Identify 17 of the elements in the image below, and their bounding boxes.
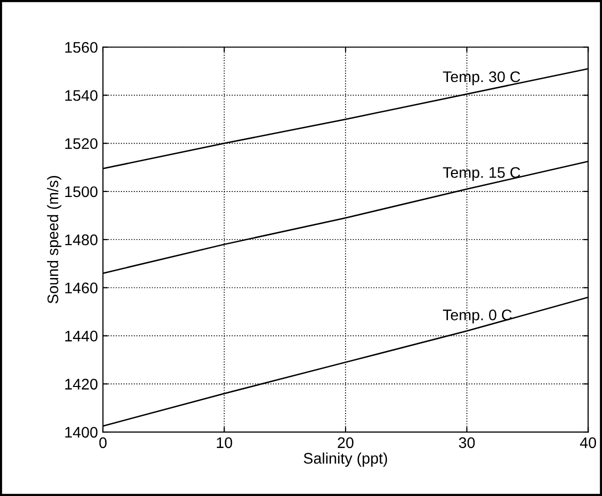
y-tick-label: 1420 [65,378,98,390]
y-tick-label: 1460 [65,282,98,294]
x-tick-label: 40 [580,437,596,448]
y-tick-label: 1440 [65,330,98,342]
y-tick-label: 1400 [65,426,98,438]
y-tick-label: 1560 [65,42,98,53]
y-axis-title: Sound speed (m/s) [47,176,62,304]
x-tick-label: 0 [99,437,107,448]
y-tick-label: 1520 [65,138,98,150]
x-tick-label: 10 [216,437,232,448]
y-tick-label: 1500 [65,186,98,198]
y-tick-label: 1540 [65,90,98,101]
x-axis-title: Salinity (ppt) [304,452,388,467]
series-label: Temp. 30 C [442,71,520,86]
x-tick-label: 20 [338,437,354,448]
y-tick-label: 1480 [65,234,98,246]
x-tick-label: 30 [458,437,475,448]
